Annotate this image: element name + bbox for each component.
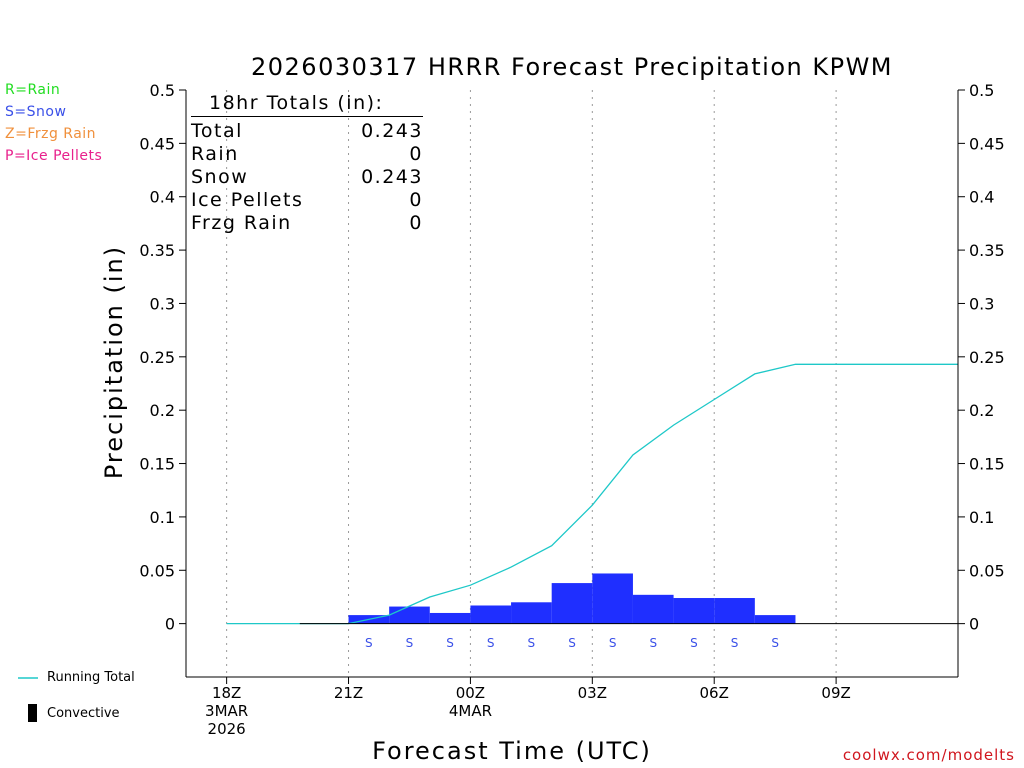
precip-bar <box>511 602 552 624</box>
x-tick-label: 3MAR <box>205 702 248 720</box>
totals-title: 18hr Totals (in): <box>191 92 423 117</box>
x-tick-label: 4MAR <box>449 702 492 720</box>
x-tick-label: 18Z <box>212 684 241 702</box>
y-axis-label: Precipitation (in) <box>100 245 128 479</box>
y-tick-label-left: 0.15 <box>139 455 175 474</box>
totals-rows: Total 0.243 Rain 0 Snow 0.243 Ice Pellets 0 Frzg… <box>191 120 423 235</box>
totals-value: 0 <box>409 212 423 234</box>
totals-row: Rain 0 <box>191 143 423 166</box>
precip-bar <box>592 573 633 624</box>
y-tick-label-right: 0.3 <box>969 294 994 313</box>
y-tick-label-right: 0.45 <box>969 134 1005 153</box>
totals-row: Frzg Rain 0 <box>191 212 423 235</box>
x-tick-label: 03Z <box>578 684 607 702</box>
axes <box>179 89 965 684</box>
precip-bar <box>673 598 715 624</box>
y-tick-label-right: 0.4 <box>969 188 994 207</box>
precip-bar <box>551 583 593 624</box>
y-tick-label-left: 0 <box>165 615 175 634</box>
x-tick-label: 09Z <box>821 684 850 702</box>
precip-type-legend-item: S=Snow <box>5 104 67 120</box>
precip-bar <box>632 594 674 624</box>
snow-type-letter: S <box>528 636 536 650</box>
running-total-legend-label: Running Total <box>47 670 135 685</box>
snow-type-letter: S <box>771 636 779 650</box>
x-tick-label: 06Z <box>700 684 729 702</box>
totals-label: Ice Pellets <box>191 189 304 211</box>
precip-bar <box>429 612 471 624</box>
totals-label: Snow <box>191 166 249 188</box>
totals-row: Snow 0.243 <box>191 166 423 189</box>
snow-type-letter: S <box>406 636 414 650</box>
precip-bar <box>714 598 755 624</box>
precip-bar <box>389 606 430 624</box>
y-tick-label-right: 0.35 <box>969 241 1005 260</box>
totals-value: 0 <box>409 143 423 165</box>
precip-type-legend-item: P=Ice Pellets <box>5 148 103 164</box>
y-tick-label-left: 0.45 <box>139 134 175 153</box>
totals-label: Frzg Rain <box>191 212 292 234</box>
x-axis-label: Forecast Time (UTC) <box>372 737 652 765</box>
y-tick-label-right: 0.2 <box>969 401 994 420</box>
precip-bars <box>348 573 796 624</box>
y-tick-label-right: 0.05 <box>969 561 1005 580</box>
precip-bar <box>754 615 796 624</box>
totals-row: Total 0.243 <box>191 120 423 143</box>
totals-box: 18hr Totals (in): Total 0.243 Rain 0 Snow 0.2… <box>191 92 423 235</box>
snow-type-letter: S <box>487 636 495 650</box>
precip-bar <box>470 605 512 624</box>
precip-type-legend-item: R=Rain <box>5 82 61 98</box>
y-tick-label-right: 0 <box>969 615 979 634</box>
snow-type-letter: S <box>568 636 576 650</box>
y-tick-label-left: 0.3 <box>150 294 175 313</box>
y-tick-label-left: 0.5 <box>150 81 175 100</box>
y-tick-label-left: 0.1 <box>150 508 175 527</box>
snow-type-letter: S <box>731 636 739 650</box>
y-tick-label-left: 0.25 <box>139 348 175 367</box>
snow-type-letter: S <box>446 636 454 650</box>
totals-label: Rain <box>191 143 239 165</box>
y-tick-label-right: 0.1 <box>969 508 994 527</box>
snow-type-letter: S <box>609 636 617 650</box>
y-tick-label-right: 0.15 <box>969 455 1005 474</box>
precip-type-legend: R=Rain S=Snow Z=Frzg Rain P=Ice Pellets <box>5 79 102 167</box>
convective-legend-label: Convective <box>47 706 120 721</box>
convective-legend-swatch <box>28 704 37 722</box>
snow-type-letter: S <box>365 636 373 650</box>
totals-label: Total <box>191 120 243 142</box>
totals-row: Ice Pellets 0 <box>191 189 423 212</box>
precip-type-legend-item: Z=Frzg Rain <box>5 126 97 142</box>
totals-value: 0.243 <box>361 120 423 142</box>
y-tick-label-left: 0.35 <box>139 241 175 260</box>
x-tick-label: 21Z <box>334 684 363 702</box>
totals-value: 0 <box>409 189 423 211</box>
snow-type-letter: S <box>690 636 698 650</box>
y-tick-label-left: 0.05 <box>139 561 175 580</box>
x-tick-label: 00Z <box>456 684 485 702</box>
totals-value: 0.243 <box>361 166 423 188</box>
y-tick-label-left: 0.4 <box>150 188 175 207</box>
y-tick-labels: 0 00.05 0.050.1 0.10.15 0.150.2 0.20.25 0.250.… <box>139 81 1004 634</box>
chart-title: 2026030317 HRRR Forecast Precipitation K… <box>251 53 893 81</box>
snow-type-letter: S <box>649 636 657 650</box>
x-tick-label: 2026 <box>208 720 246 738</box>
y-tick-label-left: 0.2 <box>150 401 175 420</box>
y-tick-label-right: 0.25 <box>969 348 1005 367</box>
y-tick-label-right: 0.5 <box>969 81 994 100</box>
footer-credit: coolwx.com/modelts <box>842 746 1015 764</box>
